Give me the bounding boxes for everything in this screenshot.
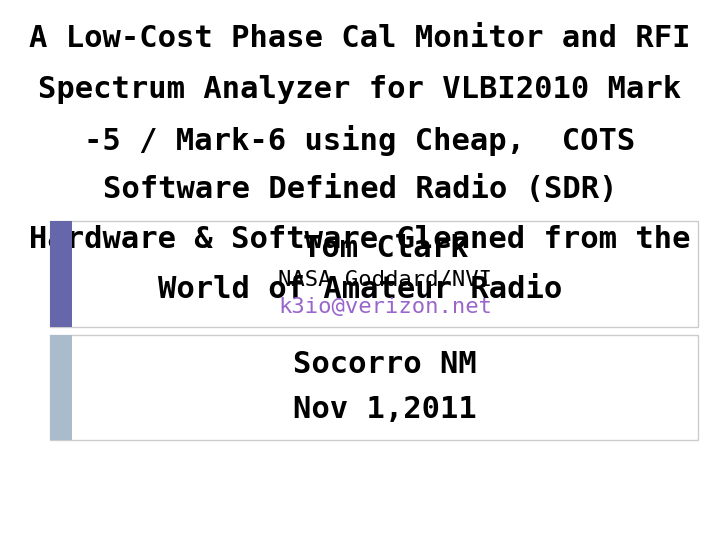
Text: k3io@verizon.net: k3io@verizon.net — [278, 296, 492, 317]
Bar — [50, 221, 72, 327]
Bar — [50, 335, 72, 440]
Text: World of Amateur Radio: World of Amateur Radio — [158, 275, 562, 305]
FancyBboxPatch shape — [50, 335, 698, 440]
FancyBboxPatch shape — [50, 221, 698, 327]
Text: Socorro NM: Socorro NM — [293, 350, 477, 379]
Text: A Low-Cost Phase Cal Monitor and RFI: A Low-Cost Phase Cal Monitor and RFI — [30, 24, 690, 53]
Text: Spectrum Analyzer for VLBI2010 Mark: Spectrum Analyzer for VLBI2010 Mark — [38, 75, 682, 104]
Text: Tom Clark: Tom Clark — [302, 234, 468, 263]
Text: -5 / Mark-6 using Cheap,  COTS: -5 / Mark-6 using Cheap, COTS — [84, 125, 636, 156]
Text: Software Defined Radio (SDR): Software Defined Radio (SDR) — [103, 175, 617, 204]
Text: Hardware & Software Gleaned from the: Hardware & Software Gleaned from the — [30, 225, 690, 254]
Text: Nov 1,2011: Nov 1,2011 — [293, 395, 477, 424]
Text: NASA Goddard/NVI: NASA Goddard/NVI — [278, 269, 492, 290]
